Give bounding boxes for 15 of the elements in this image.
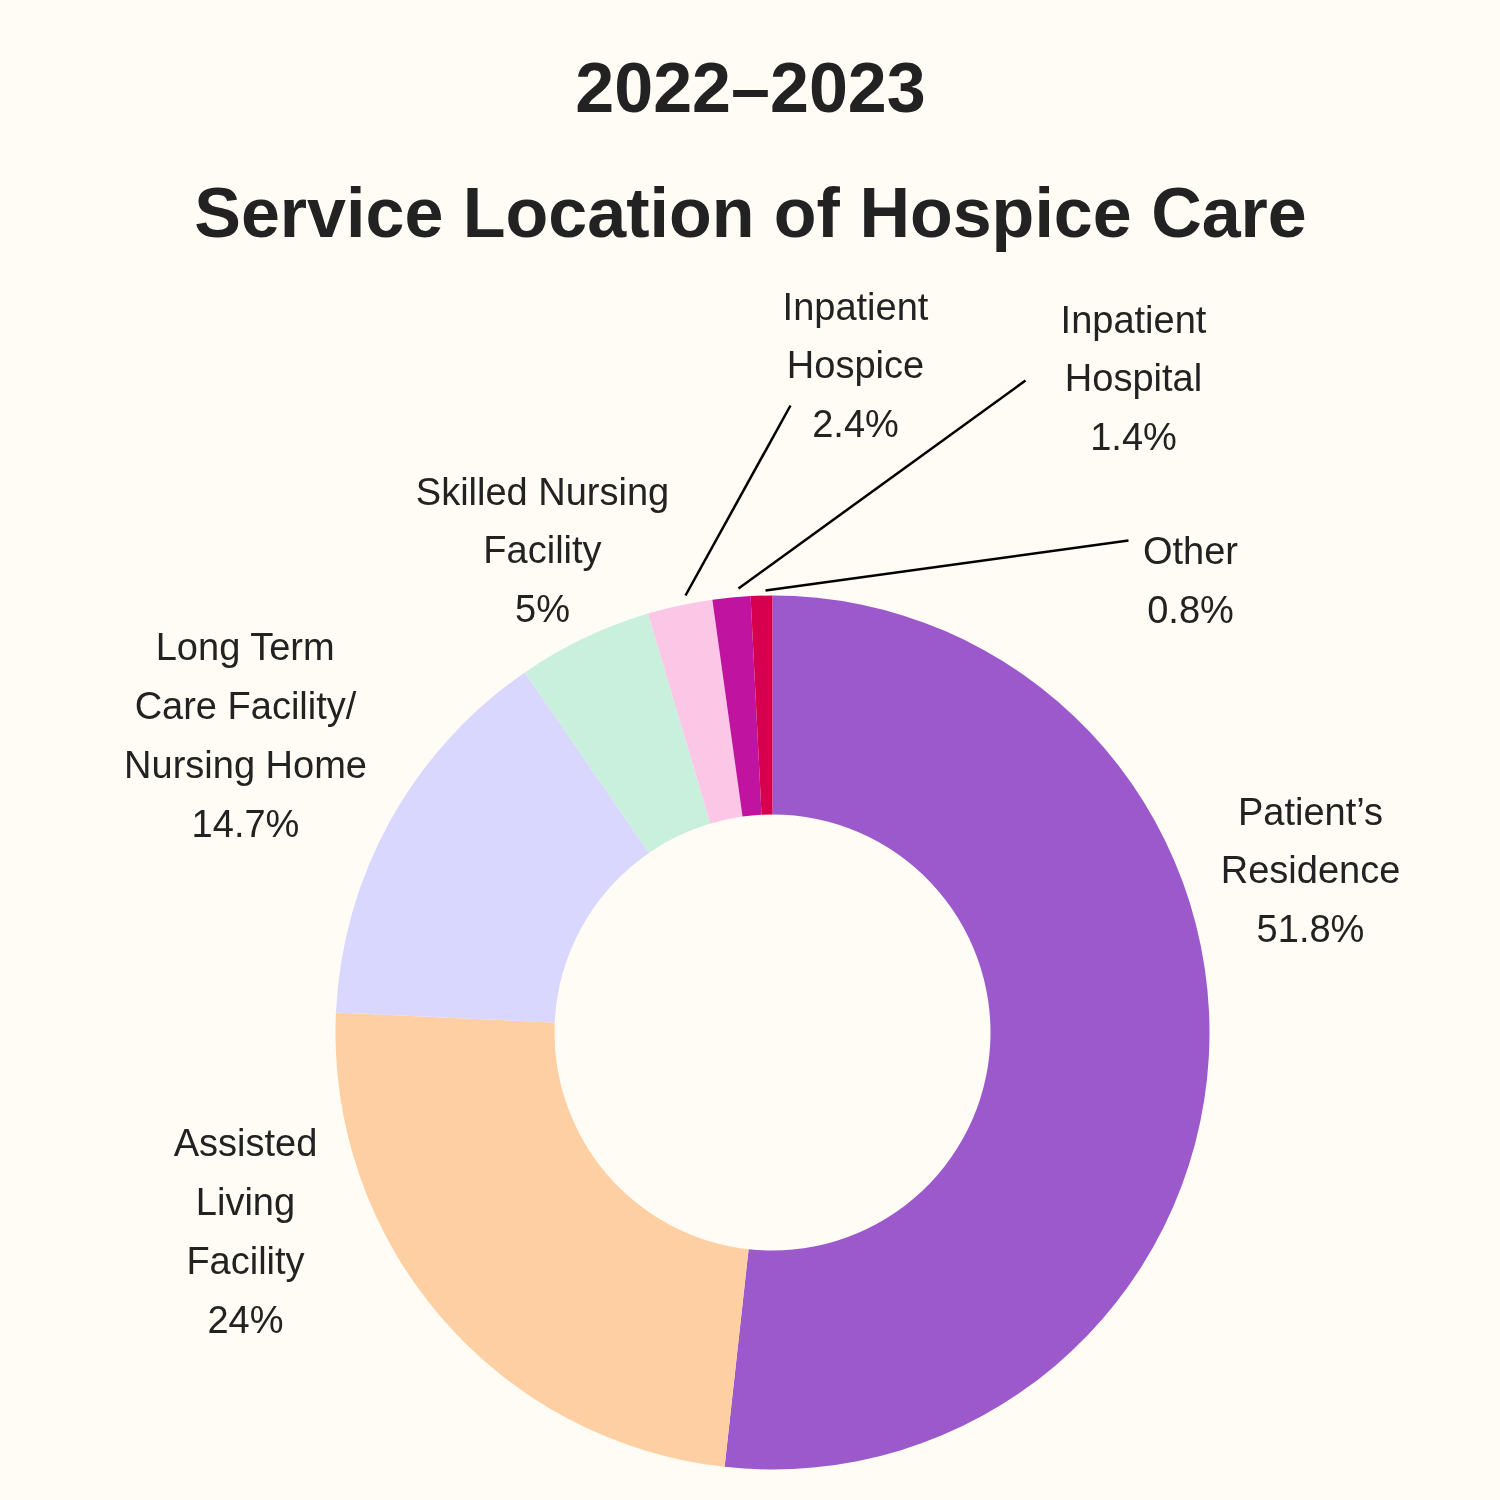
data-label: 24% <box>207 1298 284 1341</box>
slice-label: Patient’s Residence <box>1220 790 1401 892</box>
slice-label: Inpatient Hospital <box>1060 298 1207 400</box>
slice-label: Assisted Living Facility <box>173 1122 318 1282</box>
data-label: 2.4% <box>812 403 899 446</box>
data-label: 14.7% <box>191 802 300 845</box>
slice-label: Inpatient Hospice <box>782 285 929 387</box>
data-label: 51.8% <box>1256 908 1365 951</box>
slice-label: Long Term Care Facility/ Nursing Home <box>124 626 367 786</box>
data-label: 5% <box>515 588 570 631</box>
chart-title: 2022–2023 Service Location of Hospice Care <box>194 49 1307 252</box>
slice-label: Skilled Nursing Facility <box>415 470 670 572</box>
data-label: 1.4% <box>1090 416 1177 459</box>
slice-label: Other <box>1142 530 1239 573</box>
data-label: 0.8% <box>1147 588 1234 631</box>
